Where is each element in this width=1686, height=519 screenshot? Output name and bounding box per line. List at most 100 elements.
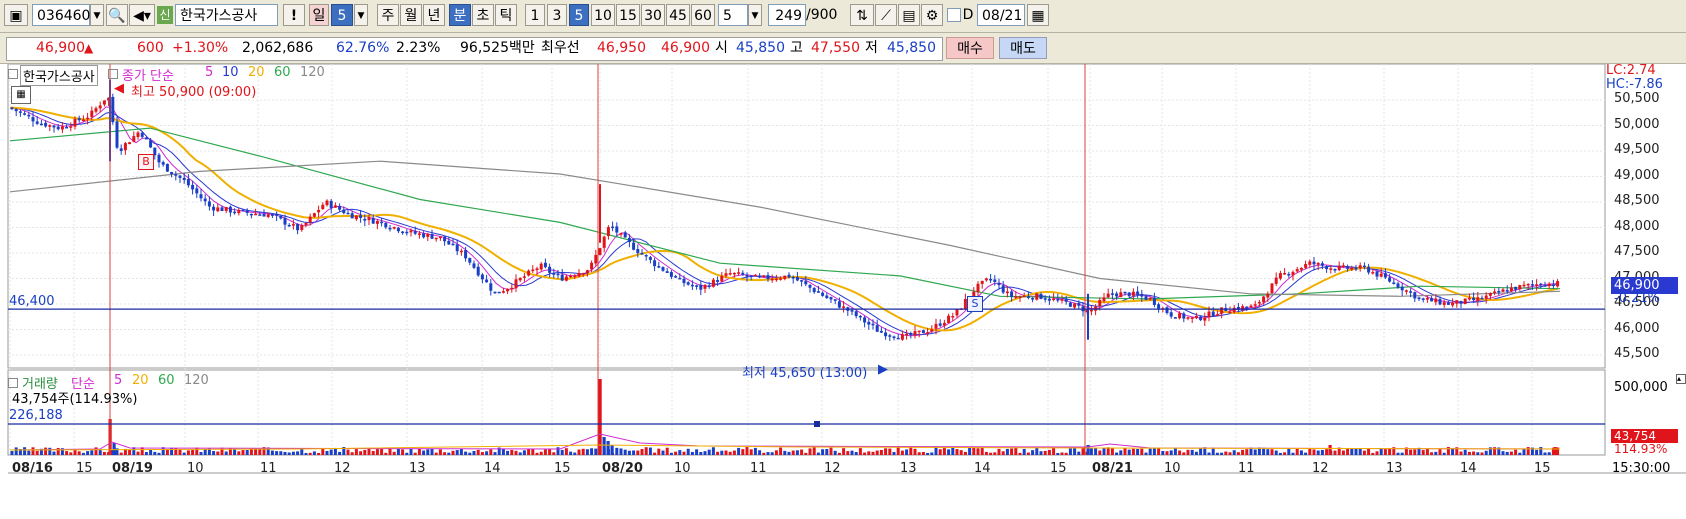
volume-bar [153, 451, 157, 455]
volume-bar [98, 449, 102, 455]
time-tick-label: 14 [1460, 461, 1477, 476]
ma-collapse-icon[interactable] [108, 69, 118, 79]
volume-bar [627, 450, 631, 455]
second-button[interactable]: 초 [472, 4, 494, 26]
code-dropdown-icon[interactable]: ▼ [90, 4, 104, 26]
date-field[interactable]: 08/21 [977, 4, 1025, 26]
minute-1-button[interactable]: 1 [525, 4, 545, 26]
volume-bar [178, 449, 182, 455]
volume-bar [35, 450, 39, 455]
d-checkbox[interactable] [947, 8, 961, 22]
candle-body [1543, 285, 1547, 287]
candle-body [896, 337, 900, 340]
candle-body [107, 97, 111, 101]
month-button[interactable]: 월 [400, 4, 422, 26]
volume-bar [1005, 448, 1009, 455]
buy-button[interactable]: 매수 [946, 37, 994, 59]
minute-60-button[interactable]: 60 [691, 4, 715, 26]
lc-label: LC:2.74 [1606, 63, 1656, 78]
sell-button[interactable]: 매도 [999, 37, 1047, 59]
candle-body [287, 224, 291, 227]
volume-bar [1119, 450, 1123, 455]
candle-body [821, 292, 825, 296]
volume-bar [753, 447, 757, 455]
candle-body [375, 220, 379, 224]
volume-bar [959, 450, 963, 455]
candle-body [1089, 309, 1093, 312]
volume-bar [1354, 448, 1358, 455]
volume-bar [942, 448, 946, 455]
candle-body [1131, 291, 1135, 296]
count-field[interactable]: 5 [718, 4, 748, 26]
settings-gear-icon[interactable]: ⚙ [921, 4, 943, 26]
volume-bar [350, 452, 354, 455]
candle-body [111, 96, 115, 123]
minute-5-button[interactable]: 5 [569, 4, 589, 26]
minute-10-button[interactable]: 10 [591, 4, 615, 26]
volume-bar [737, 447, 741, 455]
layout-icon[interactable]: ▣ [4, 4, 28, 26]
volume-bar [648, 447, 652, 455]
candle-body [1354, 268, 1358, 270]
minute-30-button[interactable]: 30 [641, 4, 665, 26]
minute-3-button[interactable]: 3 [547, 4, 567, 26]
high-arrow-icon: ◀ [114, 81, 124, 96]
volume-bar [1501, 451, 1505, 455]
time-tick-label: 15 [76, 461, 93, 476]
candle-body [1383, 273, 1387, 278]
candle-body [1371, 272, 1375, 274]
volume-bar [245, 450, 249, 455]
year-button[interactable]: 년 [423, 4, 445, 26]
candle-body [136, 132, 140, 138]
volume-bar [854, 452, 858, 455]
minute-15-button[interactable]: 15 [616, 4, 640, 26]
save-icon[interactable]: ▤ [898, 4, 920, 26]
candle-body [497, 291, 501, 294]
candle-body [241, 209, 245, 212]
volume-bar [296, 451, 300, 455]
tick-button[interactable]: 틱 [495, 4, 517, 26]
period-day-button[interactable]: 일 [309, 4, 329, 26]
candle-type-icon[interactable]: ⇅ [850, 4, 874, 26]
candle-body [611, 226, 615, 229]
volume-bar [266, 447, 270, 455]
draw-tool-icon[interactable]: ⟋ [875, 4, 897, 26]
warning-button[interactable]: ! [283, 4, 305, 26]
candle-body [997, 282, 1001, 286]
volume-bar [821, 449, 825, 455]
period-dropdown-icon[interactable]: ▼ [354, 4, 368, 26]
volume-bar [401, 449, 405, 455]
calendar-icon[interactable]: ▦ [1027, 4, 1049, 26]
volume-bar [636, 450, 640, 455]
count-dropdown-icon[interactable]: ▼ [748, 4, 762, 26]
volume-bar [657, 448, 661, 455]
volume-expand-icon[interactable]: ▴ [1676, 374, 1686, 384]
panel-collapse-icon[interactable] [8, 69, 18, 79]
time-tick-label: 08/21 [1092, 461, 1133, 476]
volume-bar [77, 451, 81, 455]
sound-icon[interactable]: ◀▾ [129, 4, 155, 26]
period-n-button[interactable]: 5 [331, 4, 353, 26]
volume-collapse-icon[interactable] [8, 378, 18, 388]
volume-bar [1316, 450, 1320, 455]
chart-canvas[interactable] [0, 64, 1686, 519]
search-icon[interactable]: 🔍 [106, 4, 128, 26]
volume-bar [892, 452, 896, 455]
volume-bar [149, 449, 153, 455]
candle-body [623, 232, 627, 238]
volume-bar [1463, 449, 1467, 455]
volume-bar [304, 452, 308, 455]
candle-body [989, 278, 993, 281]
minute-45-button[interactable]: 45 [666, 4, 690, 26]
volume-bar [787, 451, 791, 455]
volume-bar [867, 451, 871, 455]
minute-button[interactable]: 분 [449, 4, 471, 26]
candle-body [648, 257, 652, 260]
range-field[interactable]: 249 [768, 4, 806, 26]
volume-bar [216, 451, 220, 455]
week-button[interactable]: 주 [377, 4, 399, 26]
grid-tool-icon[interactable]: ▦ [11, 86, 31, 104]
stock-code-field[interactable]: 036460 [32, 4, 90, 26]
candle-body [405, 231, 409, 234]
stock-name-field[interactable]: 한국가스공사 [175, 4, 278, 26]
